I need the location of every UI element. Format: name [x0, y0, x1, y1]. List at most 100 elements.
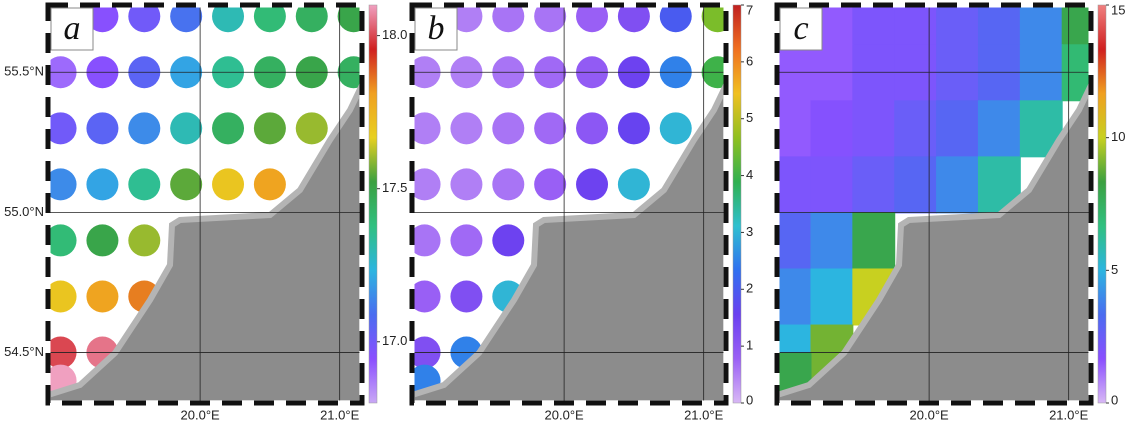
- colorbar-tick-label: 5: [746, 110, 753, 125]
- colorbar: [732, 4, 742, 404]
- field-dot: [450, 224, 483, 257]
- field-dot: [412, 224, 441, 257]
- panel-label-box: [50, 7, 94, 51]
- panel-label: c: [793, 10, 808, 47]
- field-cell: [777, 44, 812, 102]
- field-dot: [659, 112, 692, 145]
- field-cell: [852, 100, 896, 158]
- field-cell: [810, 44, 854, 102]
- map-area: [777, 5, 1091, 403]
- field-cell: [977, 44, 1021, 102]
- field-dot: [617, 168, 650, 201]
- field-cell: [894, 100, 938, 158]
- y-tick-label: 55.0°N: [4, 204, 44, 219]
- colorbar-tick-label: 17.0: [382, 333, 407, 348]
- field-cell: [810, 100, 854, 158]
- colorbar: [1097, 4, 1107, 404]
- colorbar: [368, 4, 378, 404]
- x-tick-label: 21.0°E: [684, 407, 724, 422]
- field-dot: [86, 168, 119, 201]
- field-dot: [450, 112, 483, 145]
- field-dot: [337, 5, 362, 33]
- field-cell: [1019, 5, 1063, 46]
- x-tick-label: 21.0°E: [1049, 407, 1089, 422]
- field-dot: [86, 280, 119, 313]
- field-dot: [576, 5, 609, 33]
- field-dot: [86, 112, 119, 145]
- field-dot: [576, 112, 609, 145]
- field-dot: [170, 5, 203, 33]
- x-tick-label: 20.0°E: [545, 407, 585, 422]
- panel-label: a: [64, 10, 81, 47]
- field-cell: [1061, 5, 1091, 46]
- field-dot: [212, 168, 245, 201]
- field-cell: [777, 156, 812, 214]
- colorbar-tick-label: 1: [746, 338, 753, 353]
- frame-dashes: [45, 2, 365, 406]
- field-cell: [777, 212, 812, 270]
- x-tick-label: 20.0°E: [910, 407, 950, 422]
- field-cell: [1019, 44, 1063, 102]
- field-cell: [852, 44, 896, 102]
- frame-dashes: [774, 2, 1094, 406]
- map-area: [412, 5, 726, 403]
- colorbar-tick-label: 2: [746, 281, 753, 296]
- field-dot: [170, 168, 203, 201]
- field-dot: [412, 280, 441, 313]
- colorbar-tick-label: 18.0: [382, 27, 407, 42]
- field-dot: [617, 112, 650, 145]
- field-dot: [534, 5, 567, 33]
- x-tick-label: 20.0°E: [181, 407, 221, 422]
- field-dot: [212, 112, 245, 145]
- field-dot: [534, 168, 567, 201]
- land: [48, 85, 362, 403]
- field-cell: [810, 268, 854, 326]
- field-dot: [450, 5, 483, 33]
- colorbar-tick-label: 15: [1111, 2, 1125, 17]
- field-dot: [128, 224, 161, 257]
- map-panel: 20.0°E 21.0°E b 0 1 2 3 4 5 6 7: [409, 2, 753, 422]
- field-cell: [894, 156, 938, 214]
- y-tick-label: 55.5°N: [4, 64, 44, 79]
- field-dot: [450, 280, 483, 313]
- coast-shelf: [777, 83, 1091, 403]
- field-dot: [253, 112, 286, 145]
- field-dot: [492, 224, 525, 257]
- field-dot: [48, 168, 77, 201]
- field-dot: [534, 112, 567, 145]
- map-area: [48, 5, 362, 403]
- x-tick-label: 21.0°E: [320, 407, 360, 422]
- field-dot: [659, 5, 692, 33]
- field-cell: [777, 100, 812, 158]
- colorbar-tick-label: 7: [746, 2, 753, 17]
- panel-label-box: [779, 7, 823, 51]
- frame-dashes: [409, 2, 729, 406]
- field-cell: [852, 156, 896, 214]
- land: [412, 85, 726, 403]
- field-dot: [86, 224, 119, 257]
- field-dot: [412, 168, 441, 201]
- field-dot: [412, 112, 441, 145]
- field-cell: [810, 156, 854, 214]
- field-dot: [492, 168, 525, 201]
- field-cell: [977, 5, 1021, 46]
- field-cell: [894, 44, 938, 102]
- panel-label-box: [414, 7, 458, 51]
- field-dot: [576, 168, 609, 201]
- y-tick-label: 54.5°N: [4, 344, 44, 359]
- field-dot: [492, 112, 525, 145]
- colorbar-tick-label: 10: [1111, 129, 1125, 144]
- field-cell: [777, 268, 812, 326]
- land: [777, 85, 1091, 403]
- field-dot: [295, 5, 328, 33]
- field-cell: [810, 212, 854, 270]
- panel-label: b: [428, 10, 445, 47]
- field-cell: [977, 100, 1021, 158]
- colorbar-tick-label: 17.5: [382, 180, 407, 195]
- field-cell: [936, 5, 979, 46]
- field-dot: [86, 5, 119, 33]
- coast-shelf: [412, 83, 726, 403]
- colorbar-tick-label: 0: [746, 392, 753, 407]
- colorbar-tick-label: 6: [746, 53, 753, 68]
